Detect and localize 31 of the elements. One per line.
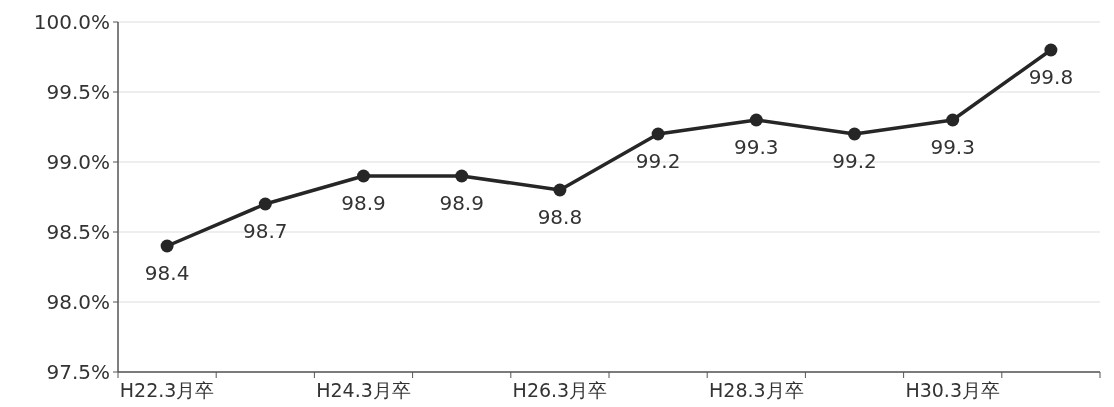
y-tick-label: 100.0% xyxy=(33,10,110,34)
x-tick-label: H28.3月卒 xyxy=(709,379,804,401)
y-tick-label: 98.0% xyxy=(46,290,110,314)
x-tick-label: H24.3月卒 xyxy=(316,379,411,401)
x-tick-label: H30.3月卒 xyxy=(905,379,1000,401)
data-label: 99.3 xyxy=(734,135,779,159)
point xyxy=(160,239,174,253)
point xyxy=(749,113,763,127)
data-label: 99.3 xyxy=(930,135,975,159)
y-tick-label: 97.5% xyxy=(46,360,110,384)
data-label: 99.2 xyxy=(635,149,681,173)
data-label: 99.2 xyxy=(832,149,877,173)
point xyxy=(651,127,665,141)
x-tick-label: H26.3月卒 xyxy=(512,379,608,401)
data-label: 98.4 xyxy=(144,261,190,285)
y-tick-label: 99.0% xyxy=(46,150,110,174)
y-tick-label: 98.5% xyxy=(46,220,110,244)
point xyxy=(553,183,567,197)
data-label: 99.8 xyxy=(1028,65,1074,89)
data-label: 98.8 xyxy=(537,205,583,229)
point xyxy=(357,169,370,183)
data-label: 98.9 xyxy=(341,191,386,215)
point xyxy=(848,127,861,141)
point xyxy=(455,169,469,183)
point xyxy=(1044,43,1058,57)
point xyxy=(946,113,960,127)
point xyxy=(258,197,272,211)
x-tick-label: H22.3月卒 xyxy=(119,379,215,401)
data-label: 98.7 xyxy=(243,219,288,243)
y-tick-label: 99.5% xyxy=(46,80,110,104)
data-label: 98.9 xyxy=(439,191,484,215)
